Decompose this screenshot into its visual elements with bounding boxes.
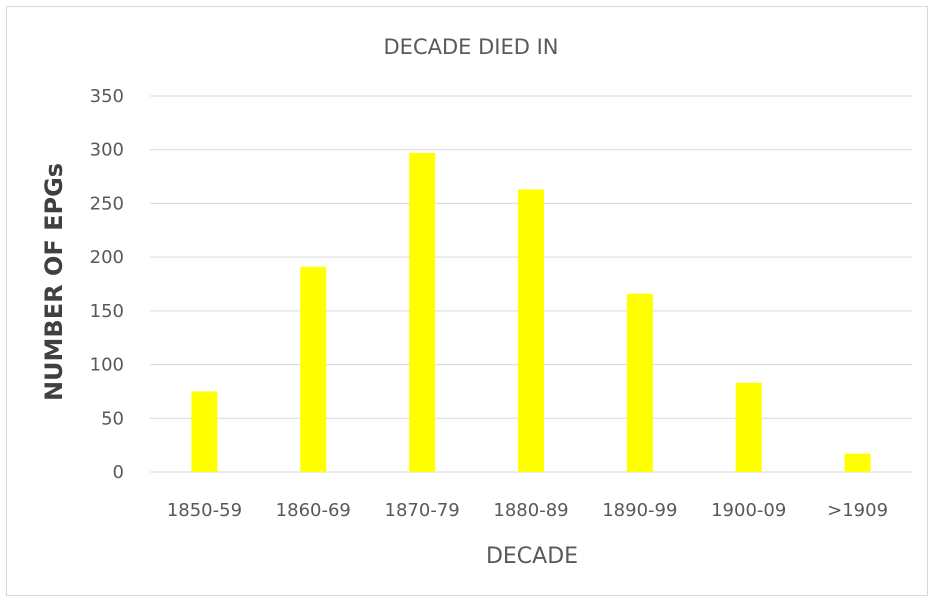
bar-1900-09 — [735, 382, 762, 472]
x-axis-ticks: 1850-59 1860-69 1870-79 1880-89 1890-99 1900-… — [167, 500, 888, 521]
y-tick-label: 0 — [113, 462, 124, 483]
bar-1890-99 — [626, 293, 653, 472]
x-tick-label: 1890-99 — [602, 500, 677, 521]
y-tick-label: 50 — [101, 408, 124, 429]
y-tick-label: 100 — [90, 355, 124, 376]
y-tick-label: 350 — [90, 86, 124, 107]
x-tick-label: 1880-89 — [493, 500, 568, 521]
y-tick-label: 200 — [90, 247, 124, 268]
y-tick-label: 300 — [90, 140, 124, 161]
y-tick-label: 150 — [90, 301, 124, 322]
x-tick-label: 1870-79 — [385, 500, 460, 521]
y-axis-label: NUMBER OF EPGs — [40, 163, 68, 401]
chart-frame — [6, 6, 928, 596]
bar-1860-69 — [300, 266, 327, 472]
bar-1880-89 — [518, 189, 544, 472]
chart-title: DECADE DIED IN — [384, 35, 559, 59]
bar-1850-59 — [191, 391, 218, 472]
x-tick-label: 1850-59 — [167, 500, 242, 521]
x-axis-label: DECADE — [486, 544, 578, 569]
y-tick-label: 250 — [90, 193, 124, 214]
bar->1909 — [844, 453, 871, 472]
bars — [191, 152, 871, 473]
x-tick-label: >1909 — [827, 500, 888, 521]
y-axis-ticks: 0 50 100 150 200 250 300 350 — [90, 86, 124, 483]
bar-1870-79 — [409, 152, 436, 473]
x-tick-label: 1900-09 — [711, 500, 786, 521]
x-tick-label: 1860-69 — [276, 500, 351, 521]
